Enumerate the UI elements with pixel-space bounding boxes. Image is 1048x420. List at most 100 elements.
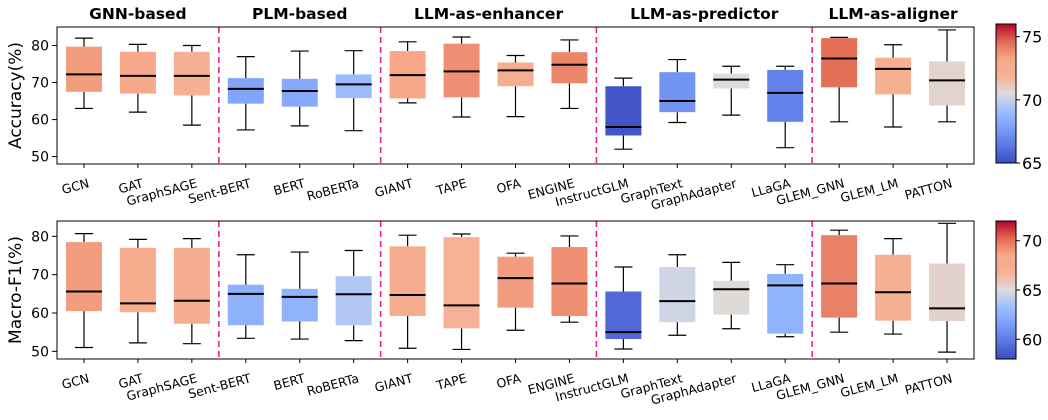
box-GLEM_GNN (821, 229, 858, 333)
box-ENGINE (551, 235, 588, 323)
box-iqr (605, 291, 642, 340)
box-iqr (821, 235, 858, 318)
x-tick-label: Sent-BERT (186, 370, 252, 401)
x-tick-label: OFA (495, 370, 523, 391)
box-iqr (119, 51, 156, 94)
box-iqr (389, 246, 426, 317)
box-GAT (119, 238, 156, 344)
box-iqr (65, 46, 102, 92)
box-PATTON (929, 222, 966, 353)
x-tick-label: PATTON (903, 370, 954, 397)
x-tick-label: BERT (272, 370, 307, 393)
box-iqr (335, 276, 372, 326)
colorbar-tick-label: 75 (1022, 28, 1042, 47)
box-iqr (227, 78, 264, 104)
box-GraphAdapter (713, 261, 750, 330)
group-label: LLM-as-enhancer (414, 5, 564, 23)
box-GraphSAGE (173, 238, 210, 345)
x-tick-label: RoBERTa (305, 175, 360, 203)
box-GraphText (659, 58, 696, 124)
box-GraphSAGE (173, 44, 210, 126)
box-iqr (659, 267, 696, 323)
box-GCN (65, 233, 102, 349)
box-GIANT (389, 234, 426, 349)
box-GraphText (659, 254, 696, 336)
box-iqr (929, 263, 966, 322)
box-GLEM_GNN (821, 36, 858, 123)
colorbar-tick-label: 70 (1022, 232, 1042, 251)
x-tick-label: BERT (272, 175, 307, 198)
box-iqr (605, 86, 642, 136)
x-tick-label: GAT (117, 175, 145, 196)
group-label: LLM-as-predictor (630, 5, 779, 23)
box-InstructGLM (605, 77, 642, 150)
box-LLaGA (767, 264, 804, 338)
y-tick-label: 80 (31, 229, 49, 245)
box-iqr (875, 254, 912, 321)
x-tick-label: GIANT (373, 175, 415, 200)
x-tick-label: TAPE (434, 370, 469, 393)
y-axis-label: Accuracy(%) (6, 42, 26, 149)
box-iqr (281, 288, 318, 322)
box-LLaGA (767, 65, 804, 149)
box-GLEM_LM (875, 238, 912, 335)
box-iqr (875, 57, 912, 95)
box-Sent-BERT (227, 56, 264, 131)
y-tick-label: 80 (31, 39, 49, 55)
group-label: GNN-based (89, 5, 187, 23)
x-tick-label: PATTON (903, 175, 954, 202)
box-iqr (65, 242, 102, 312)
y-tick-label: 70 (31, 268, 49, 284)
box-iqr (713, 73, 750, 89)
group-label: PLM-based (252, 5, 347, 23)
x-tick-label: RoBERTa (305, 370, 360, 398)
box-GLEM_LM (875, 44, 912, 128)
group-label: LLM-as-aligner (829, 5, 958, 23)
box-iqr (551, 52, 588, 84)
box-BERT (281, 50, 318, 127)
box-RoBERTa (335, 249, 372, 342)
box-iqr (497, 62, 534, 87)
colorbar: 65 70 75 (995, 23, 1042, 173)
y-tick-label: 50 (31, 344, 49, 360)
box-BERT (281, 251, 318, 340)
box-OFA (497, 252, 534, 331)
y-tick-label: 70 (31, 76, 49, 92)
y-tick-label: 50 (31, 150, 49, 166)
x-tick-label: OFA (495, 175, 523, 196)
x-tick-label: TAPE (434, 175, 469, 198)
box-RoBERTa (335, 50, 372, 132)
box-TAPE (443, 233, 480, 351)
y-axis-label: Macro-F1(%) (6, 236, 26, 344)
box-ENGINE (551, 39, 588, 110)
box-PATTON (929, 29, 966, 123)
box-iqr (281, 78, 318, 107)
box-iqr (335, 74, 372, 99)
colorbar-gradient (995, 220, 1017, 360)
x-tick-label: GLEM_LM (839, 175, 900, 205)
box-iqr (173, 51, 210, 96)
colorbar: 60 65 70 (995, 220, 1042, 360)
x-tick-label: GAT (117, 370, 145, 391)
colorbar-tick-label: 70 (1022, 91, 1042, 110)
x-tick-label: GCN (60, 370, 91, 392)
box-iqr (551, 247, 588, 317)
box-iqr (173, 247, 210, 324)
y-tick-label: 60 (31, 306, 49, 322)
box-iqr (713, 280, 750, 315)
box-iqr (227, 284, 264, 326)
box-InstructGLM (605, 266, 642, 350)
box-iqr (443, 237, 480, 329)
y-tick-label: 60 (31, 113, 49, 129)
box-iqr (497, 256, 534, 308)
colorbar-gradient (995, 23, 1017, 164)
box-iqr (767, 69, 804, 122)
box-iqr (659, 72, 696, 113)
box-GCN (65, 37, 102, 110)
box-iqr (821, 38, 858, 88)
colorbar-tick-label: 65 (1022, 281, 1042, 300)
box-TAPE (443, 36, 480, 118)
box-GIANT (389, 41, 426, 104)
